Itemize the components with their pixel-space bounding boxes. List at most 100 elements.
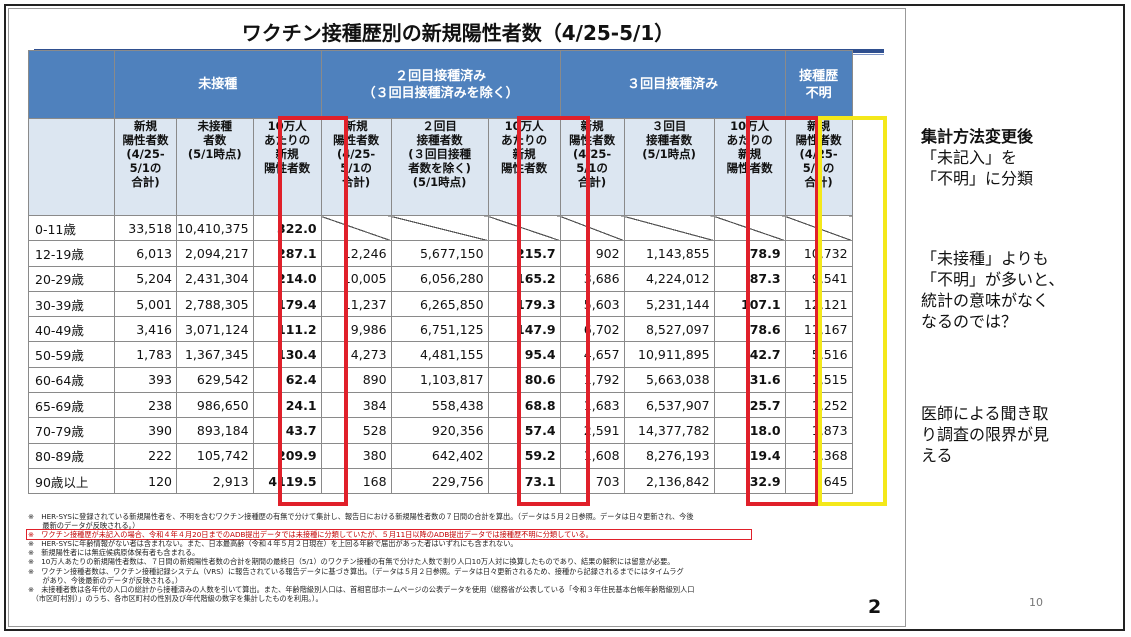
value-cell: 890 <box>320 366 392 394</box>
value-cell: 14,377,782 <box>623 417 715 444</box>
value-cell: 629,542 <box>176 366 254 394</box>
value-cell: 165.2 <box>487 265 561 292</box>
value-cell: 3,686 <box>559 265 625 292</box>
value-cell: 6,702 <box>559 316 625 343</box>
page-number: 2 <box>868 596 882 618</box>
value-cell: 9,541 <box>784 265 853 292</box>
value-cell: 10,911,895 <box>623 341 715 368</box>
value-cell: 1,873 <box>784 417 853 444</box>
value-cell: 558,438 <box>390 392 489 419</box>
footnote-line: ※ HER-SYSに登録されている新規陽性者を、不明を含むワクチン接種歴の有無で… <box>28 512 694 521</box>
value-cell: 4,224,012 <box>623 265 715 292</box>
footnote-line: （市区町村別）」のうち、各市区町村の性別及び年代階級の数字を集計したものを利用。… <box>28 593 323 603</box>
group-header-unknown: 接種歴 不明 <box>784 50 853 119</box>
side-note-3: 医師による聞き取 り調査の限界が見 える <box>921 403 1111 466</box>
sub-header-dose2-pop: ２回目 接種者数 (３回目接種 者数を除く) (5/1時点) <box>390 118 489 216</box>
table-row: 50-59歳 1,783 1,367,345 130.4 4,273 4,481,155 9… <box>28 341 853 368</box>
sub-header-unvax-pop: 未接種 者数 (5/1時点) <box>176 118 254 216</box>
value-cell: 893,184 <box>176 417 254 444</box>
side-line: 医師による聞き取 <box>921 404 1049 423</box>
value-cell: 62.4 <box>252 366 322 394</box>
value-cell: 78.9 <box>713 240 786 267</box>
value-cell: 287.1 <box>252 240 322 267</box>
value-cell: 642,402 <box>390 442 489 469</box>
value-cell: 1,683 <box>559 392 625 419</box>
value-cell: 1,367,345 <box>176 341 254 368</box>
age-header <box>28 118 115 216</box>
footnote-line: があり、今後最新のデータが反映される。） <box>28 575 183 585</box>
value-cell: 986,650 <box>176 392 254 419</box>
value-cell: 5,603 <box>559 290 625 318</box>
group-header-dose2: ２回目接種済み （３回目接種済みを除く） <box>320 50 561 119</box>
value-cell: 12,246 <box>320 240 392 267</box>
empty-slash-cell <box>320 214 392 242</box>
outer-frame <box>4 4 1125 631</box>
value-cell: 209.9 <box>252 442 322 469</box>
side-heading: 集計方法変更後 <box>921 127 1034 146</box>
age-cell: 70-79歳 <box>28 417 115 444</box>
side-line: なるのでは？ <box>921 312 1018 331</box>
value-cell: 10,732 <box>784 240 853 267</box>
value-cell: 168 <box>320 467 392 495</box>
value-cell: 322.0 <box>252 214 322 242</box>
value-cell: 8,527,097 <box>623 316 715 343</box>
value-cell: 528 <box>320 417 392 444</box>
sub-header-unknown-new: 新規 陽性者数 (4/25- 5/1の 合計) <box>784 118 853 216</box>
value-cell: 57.4 <box>487 417 561 444</box>
sub-header-dose2-rate: 10万人 あたりの 新規 陽性者数 <box>487 118 561 216</box>
footnote-line: ※ ワクチン接種者数は、ワクチン接種記録システム（VRS）に報告されている報告デ… <box>28 566 684 576</box>
side-line: 「未記入」を <box>921 148 1018 167</box>
side-line: 統計の意味がなく <box>921 291 1050 310</box>
value-cell: 19.4 <box>713 442 786 469</box>
value-cell: 5,677,150 <box>390 240 489 267</box>
value-cell: 2,788,305 <box>176 290 254 318</box>
value-cell: 3,071,124 <box>176 316 254 343</box>
value-cell: 1,515 <box>784 366 853 394</box>
value-cell: 6,013 <box>114 240 177 267</box>
empty-slash-cell <box>623 214 715 242</box>
value-cell: 214.0 <box>252 265 322 292</box>
age-cell: 20-29歳 <box>28 265 115 292</box>
value-cell: 1,368 <box>784 442 853 469</box>
table-row: 12-19歳 6,013 2,094,217 287.1 12,246 5,677,150… <box>28 240 853 267</box>
sub-header-dose3-pop: ３回目 接種者数 (5/1時点) <box>623 118 715 216</box>
value-cell: 87.3 <box>713 265 786 292</box>
empty-slash-cell <box>784 214 853 242</box>
value-cell: 902 <box>559 240 625 267</box>
value-cell: 384 <box>320 392 392 419</box>
value-cell: 229,756 <box>390 467 489 495</box>
value-cell: 130.4 <box>252 341 322 368</box>
value-cell: 33,518 <box>114 214 177 242</box>
empty-slash-cell <box>559 214 625 242</box>
side-line: 「未接種」よりも <box>921 249 1049 268</box>
value-cell: 2,136,842 <box>623 467 715 495</box>
table-row: 65-69歳 238 986,650 24.1 384 558,438 68.8 1,683 6… <box>28 392 853 419</box>
age-cell: 60-64歳 <box>28 366 115 394</box>
value-cell: 8,276,193 <box>623 442 715 469</box>
value-cell: 10,410,375 <box>176 214 254 242</box>
value-cell: 215.7 <box>487 240 561 267</box>
group-header-row: 未接種 ２回目接種済み （３回目接種済みを除く） ３回目接種済み 接種歴 不明 <box>28 50 853 119</box>
value-cell: 78.6 <box>713 316 786 343</box>
value-cell: 6,751,125 <box>390 316 489 343</box>
value-cell: 32.9 <box>713 467 786 495</box>
age-cell: 90歳以上 <box>28 467 115 495</box>
value-cell: 179.4 <box>252 290 322 318</box>
age-cell: 65-69歳 <box>28 392 115 419</box>
value-cell: 73.1 <box>487 467 561 495</box>
value-cell: 179.3 <box>487 290 561 318</box>
value-cell: 42.7 <box>713 341 786 368</box>
value-cell: 68.8 <box>487 392 561 419</box>
value-cell: 5,516 <box>784 341 853 368</box>
value-cell: 4119.5 <box>252 467 322 495</box>
side-note-1: 集計方法変更後 「未記入」を 「不明」に分類 <box>921 126 1111 189</box>
value-cell: 25.7 <box>713 392 786 419</box>
value-cell: 2,431,304 <box>176 265 254 292</box>
footnote-line: ※ 新規陽性者には無症候病原体保有者も含まれる。 <box>28 548 200 558</box>
note-highlight-box <box>26 529 752 540</box>
age-cell: 30-39歳 <box>28 290 115 318</box>
value-cell: 11,167 <box>784 316 853 343</box>
value-cell: 24.1 <box>252 392 322 419</box>
side-line: える <box>921 446 953 465</box>
value-cell: 6,537,907 <box>623 392 715 419</box>
